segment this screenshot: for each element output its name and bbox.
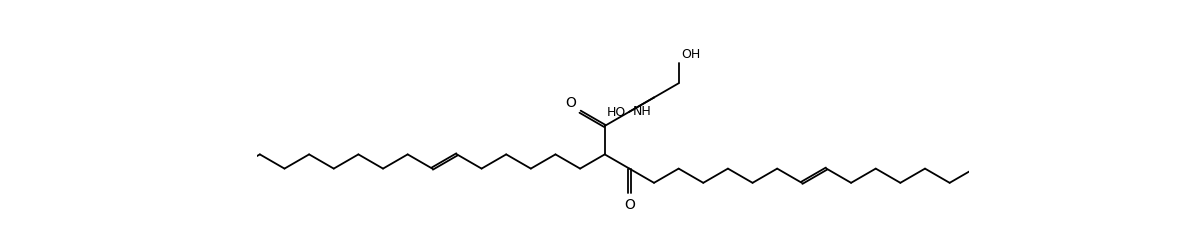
- Text: O: O: [566, 96, 576, 110]
- Text: NH: NH: [633, 105, 652, 118]
- Text: OH: OH: [681, 48, 700, 61]
- Text: O: O: [624, 198, 635, 212]
- Text: HO: HO: [606, 106, 626, 119]
